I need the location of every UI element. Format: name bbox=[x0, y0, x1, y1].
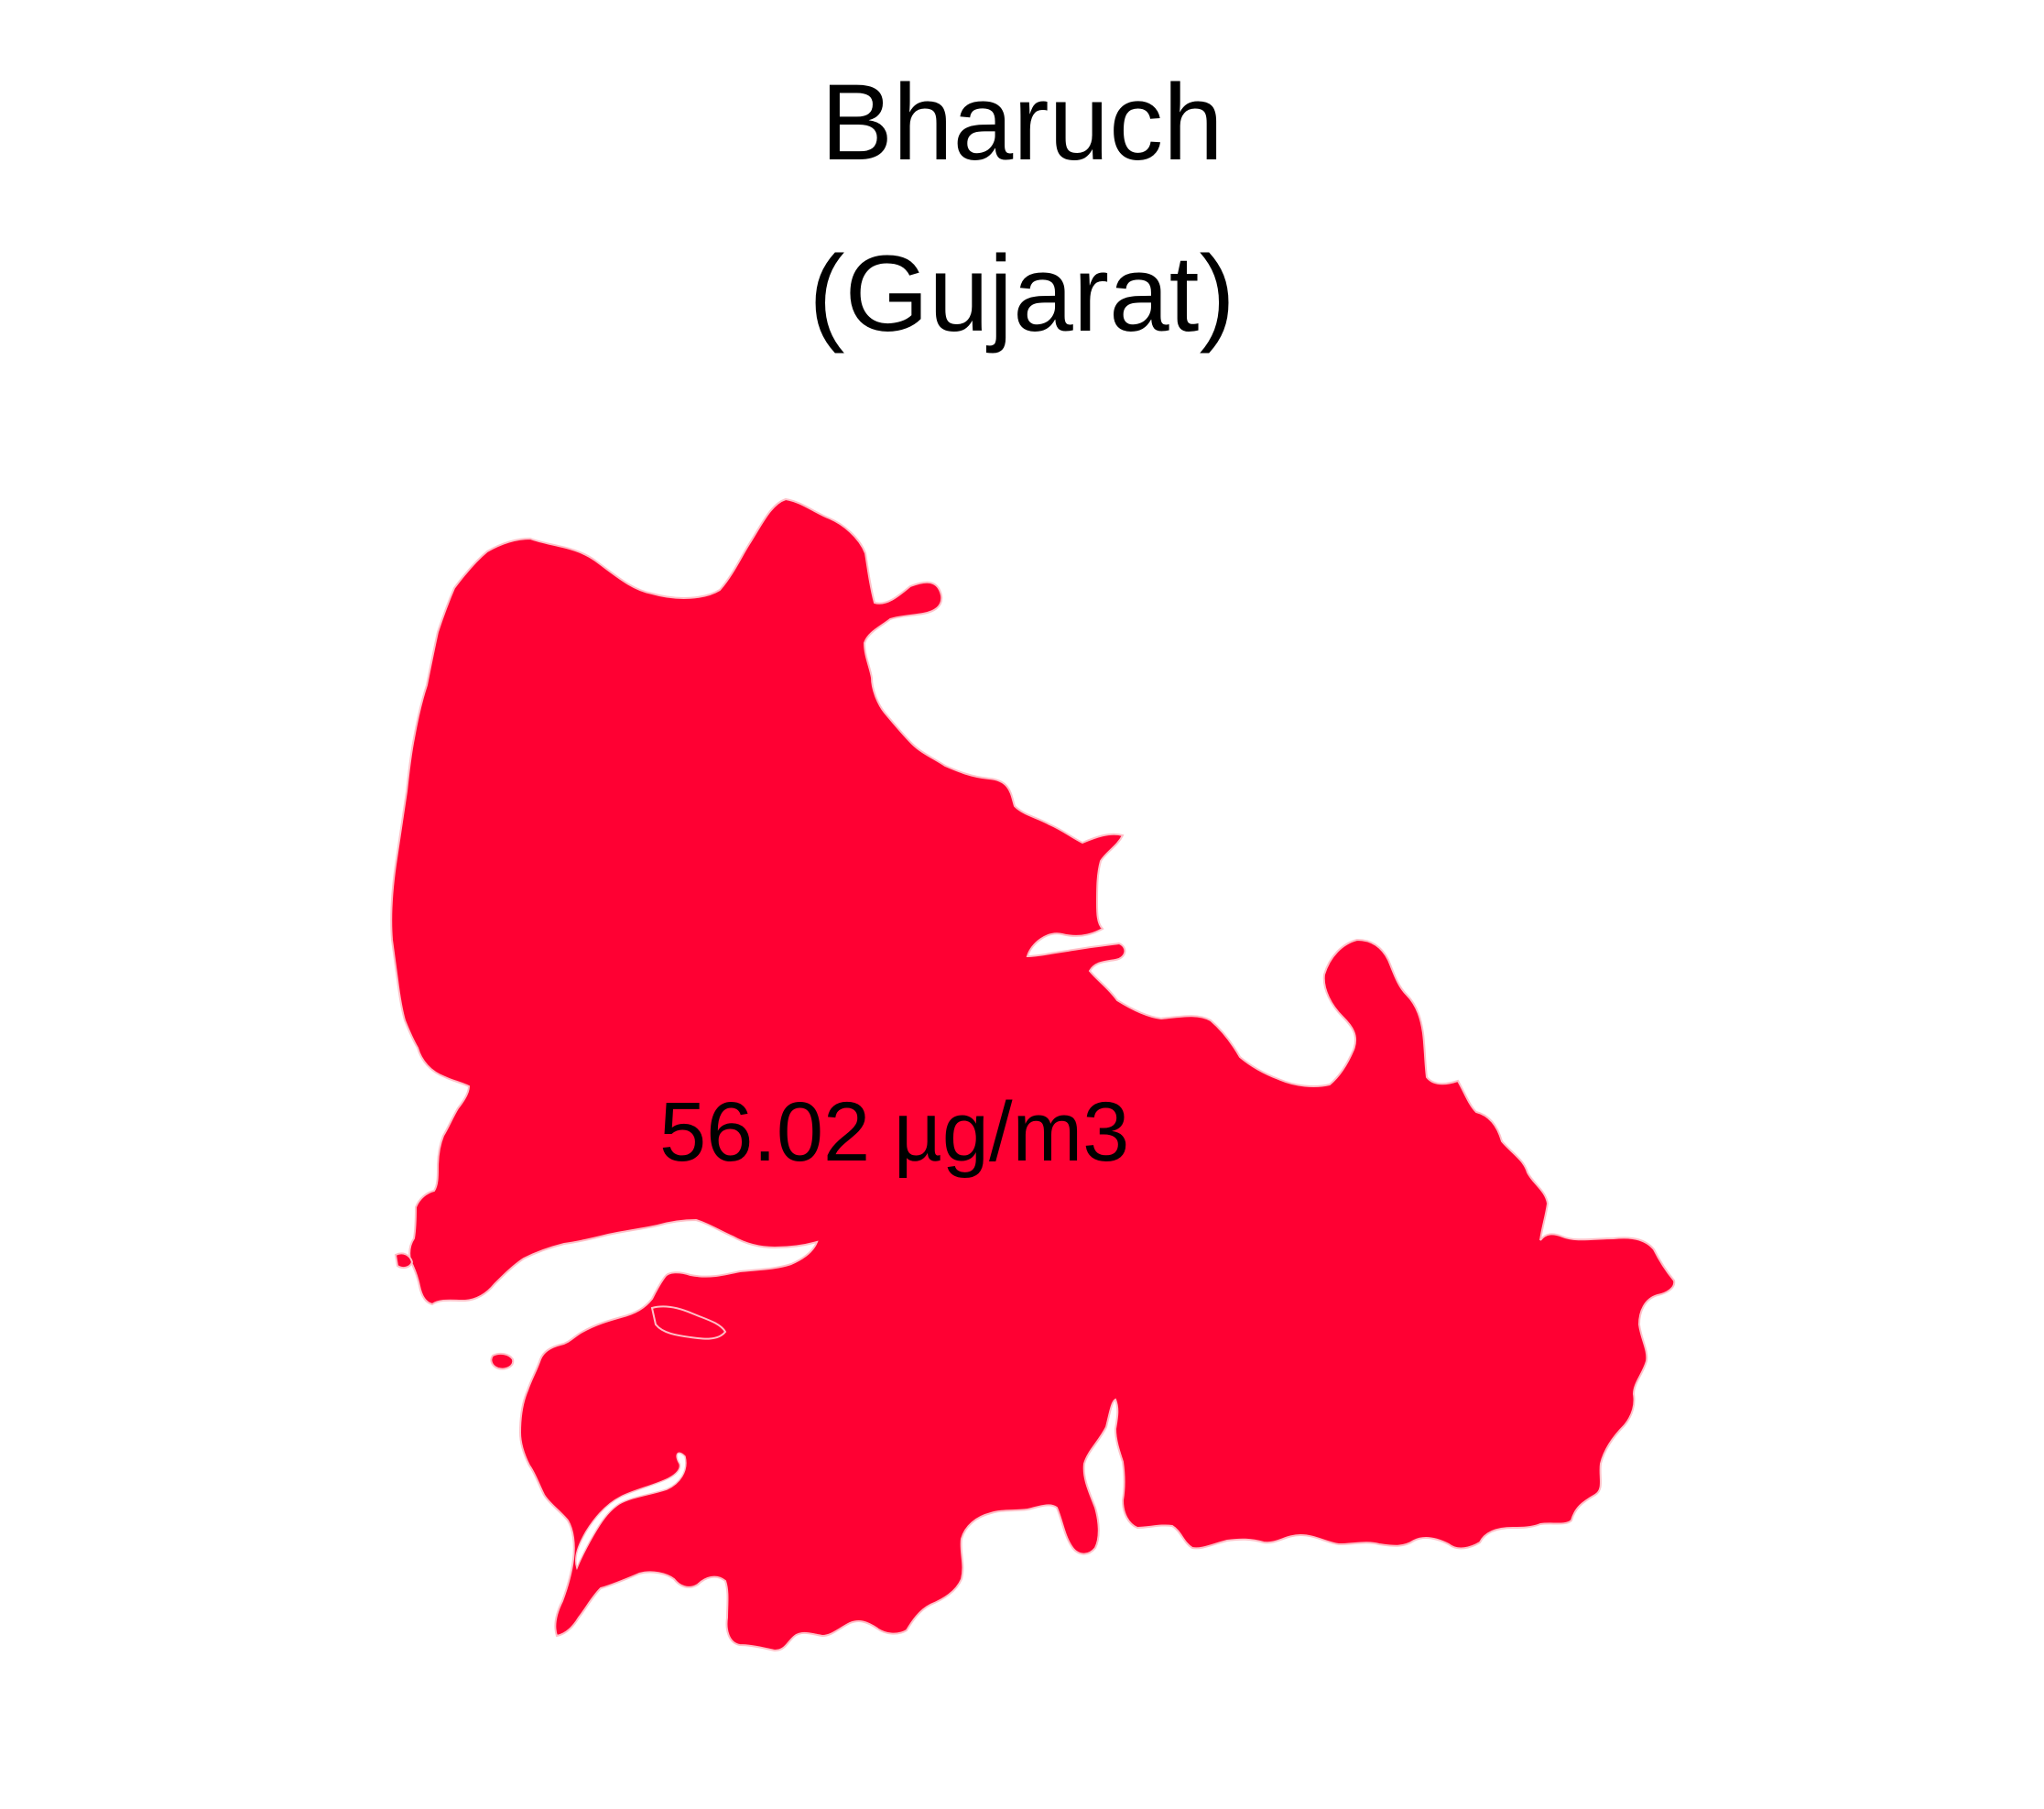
map-title-state: (Gujarat) bbox=[809, 234, 1235, 354]
island-fragment-small bbox=[490, 1352, 515, 1370]
island-fragment bbox=[650, 1305, 727, 1340]
island-fragment-small bbox=[394, 1252, 414, 1270]
district-value-label: 56.02 µg/m3 bbox=[659, 1085, 1130, 1179]
river-channel bbox=[575, 1452, 687, 1571]
map-title-district: Bharuch bbox=[821, 62, 1223, 183]
district-shape-bharuch bbox=[390, 497, 1676, 1652]
